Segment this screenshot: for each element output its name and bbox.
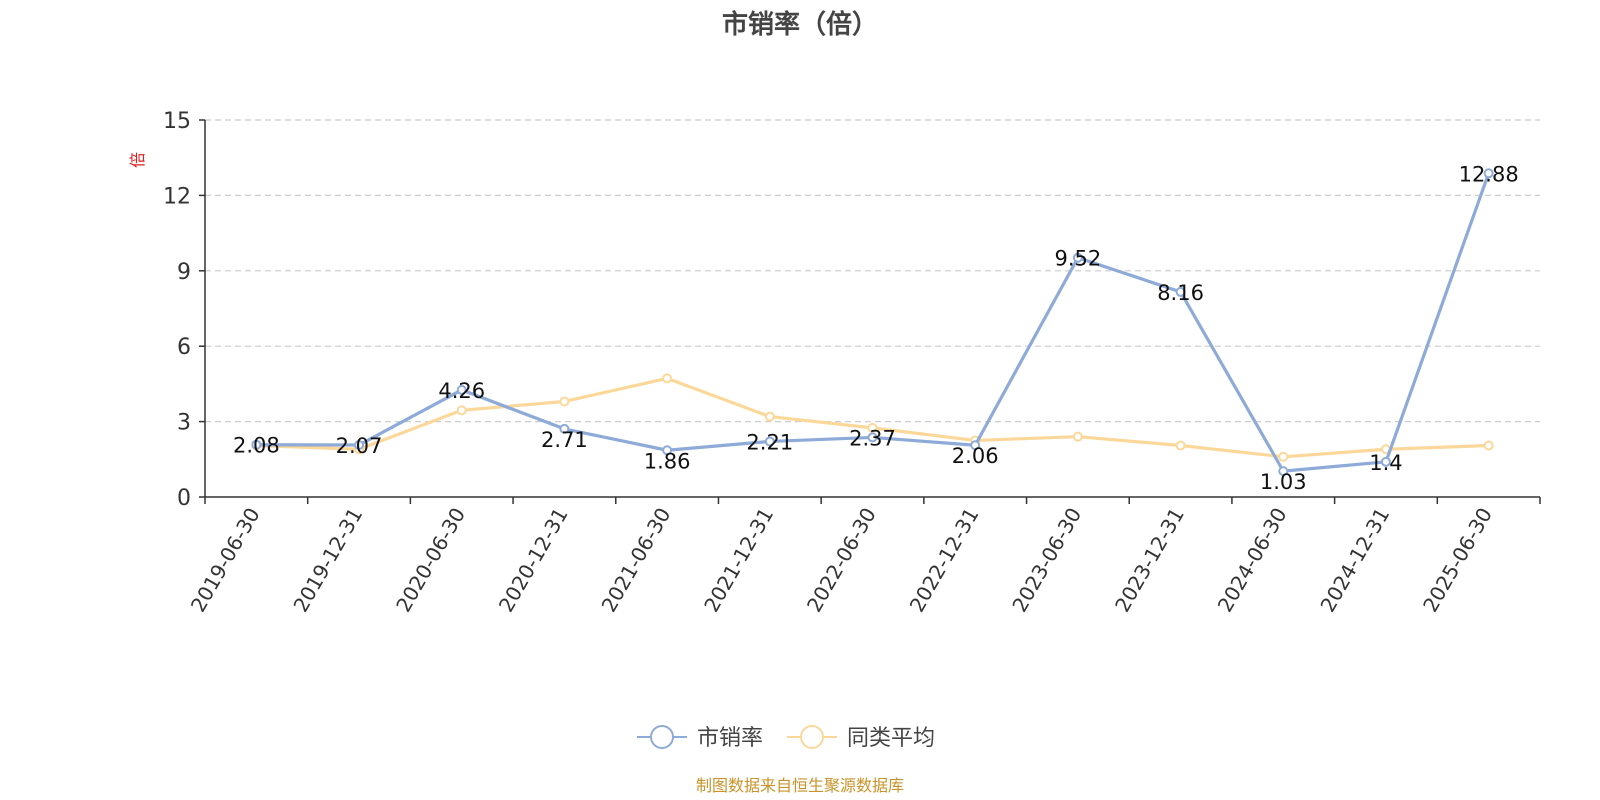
x-tick-label: 2024-12-31 (1315, 504, 1394, 617)
data-label: 2.71 (541, 428, 588, 452)
x-tick-label: 2024-06-30 (1213, 504, 1292, 617)
data-label: 9.52 (1055, 247, 1102, 271)
data-point-ps (662, 445, 673, 456)
data-label: 2.08 (233, 434, 280, 458)
data-point-peer-average (662, 373, 673, 384)
data-label: 1.4 (1369, 451, 1402, 475)
data-label: 1.86 (644, 449, 691, 473)
legend[interactable]: 市销率 同类平均 (637, 725, 935, 751)
y-tick-label: 15 (163, 109, 191, 134)
data-point-peer-average (1175, 440, 1186, 451)
data-point-ps (867, 432, 878, 443)
data-point-peer-average (867, 422, 878, 433)
data-label: 2.37 (849, 426, 896, 450)
data-point-ps (251, 439, 262, 450)
x-tick-label: 2019-12-31 (288, 504, 367, 617)
data-point-peer-average (1483, 440, 1494, 451)
data-label: 1.03 (1260, 470, 1307, 494)
data-point-peer-average (559, 396, 570, 407)
data-labels: 2.08 2.07 4.26 2.71 1.86 2.21 2.37 2.06 9.52 8.16… (233, 162, 1519, 494)
legend-item[interactable]: 市销率 (637, 725, 763, 751)
y-tick-label: 12 (163, 184, 191, 209)
legend-label: 市销率 (697, 726, 763, 751)
data-point-peer-average (1072, 431, 1083, 442)
data-label: 8.16 (1157, 281, 1204, 305)
grid-lines (205, 119, 1540, 423)
data-point-ps (354, 439, 365, 450)
y-tick-label: 9 (177, 260, 191, 285)
data-label: 2.21 (746, 430, 793, 454)
legend-item[interactable]: 同类平均 (787, 725, 935, 751)
data-point-ps (1072, 252, 1083, 263)
data-point-ps (764, 436, 775, 447)
x-tick-label: 2021-06-30 (597, 504, 676, 617)
y-tick-label: 3 (177, 411, 191, 436)
x-tick-label: 2025-06-30 (1418, 504, 1497, 617)
y-axis-unit-label: 倍 (128, 152, 147, 168)
data-point-ps (970, 440, 981, 451)
legend-label: 同类平均 (847, 726, 935, 751)
x-tick-label: 2022-06-30 (802, 504, 881, 617)
data-label: 4.26 (438, 379, 485, 403)
data-point-ps (1175, 286, 1186, 297)
legend-circle-icon (800, 725, 824, 749)
x-tick-label: 2019-06-30 (186, 504, 265, 617)
x-tick-label: 2020-12-31 (494, 504, 573, 617)
data-point-ps (1380, 456, 1391, 467)
data-point-ps (559, 423, 570, 434)
data-label: 2.07 (336, 434, 383, 458)
source-note: 制图数据来自恒生聚源数据库 (696, 776, 904, 795)
x-tick-label: 2023-06-30 (1007, 504, 1086, 617)
data-point-peer-average (456, 405, 467, 416)
data-point-peer-average (764, 411, 775, 422)
data-label: 2.06 (952, 444, 999, 468)
x-tick-label: 2021-12-31 (699, 504, 778, 617)
x-tick-label: 2023-12-31 (1110, 504, 1189, 617)
data-point-ps (456, 384, 467, 395)
axes: 0 3 6 9 12 15 2019-06-30 2019-12-31 2020-06-30 20… (163, 109, 1541, 617)
data-point-ps (1483, 168, 1494, 179)
x-tick-label: 2020-06-30 (391, 504, 470, 617)
data-label: 12.88 (1459, 162, 1519, 186)
data-point-peer-average (1278, 451, 1289, 462)
legend-circle-icon (650, 725, 674, 749)
chart-title: 市销率（倍） (722, 9, 878, 40)
series (251, 168, 1494, 477)
x-tick-label: 2022-12-31 (905, 504, 984, 617)
y-tick-label: 0 (177, 486, 191, 511)
data-point-ps (1278, 466, 1289, 477)
y-tick-label: 6 (177, 335, 191, 360)
